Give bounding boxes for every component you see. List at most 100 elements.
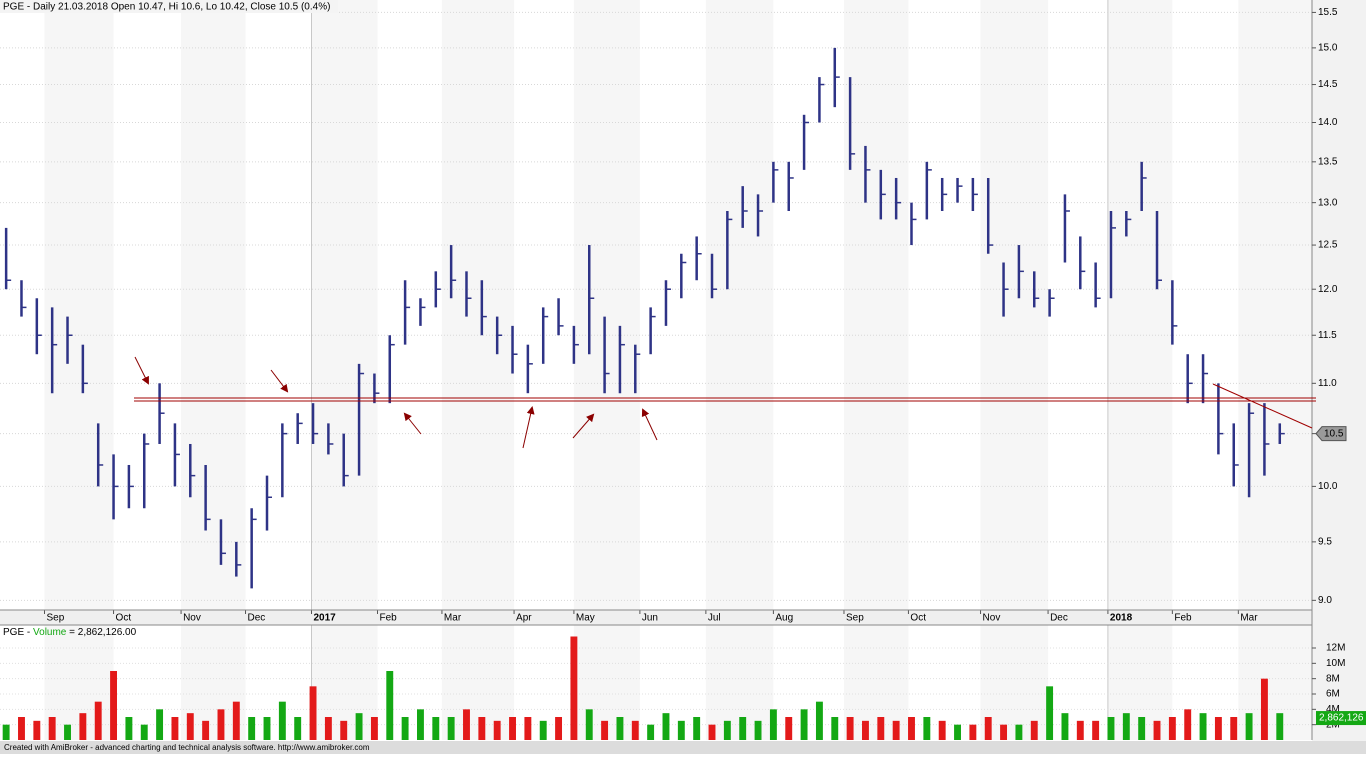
volume-bar	[294, 717, 302, 740]
title-bg	[0, 0, 338, 13]
volume-title-part: = 2,862,126.00	[66, 627, 136, 638]
volume-bar	[1276, 713, 1284, 740]
volume-bar	[340, 720, 348, 740]
volume-bar	[708, 724, 716, 740]
volume-bar	[1107, 717, 1115, 740]
volume-bar	[1168, 717, 1176, 740]
volume-bar	[769, 709, 777, 740]
y-tick-label: 14.5	[1318, 79, 1338, 90]
annotations	[134, 356, 1316, 449]
footer-bg	[0, 741, 1366, 754]
month-band	[44, 625, 114, 740]
volume-bar	[18, 717, 25, 740]
volume-bar	[1046, 686, 1054, 740]
y-tick-label: 9.5	[1318, 537, 1332, 548]
volume-bar	[1260, 678, 1268, 740]
volume-bar	[1092, 720, 1100, 740]
month-band	[573, 0, 640, 610]
volume-bar	[202, 720, 210, 740]
volume-bar	[156, 709, 164, 740]
x-tick-label: Nov	[983, 613, 1001, 624]
month-band	[44, 0, 114, 610]
volume-bar	[324, 717, 332, 740]
volume-bar	[1230, 717, 1238, 740]
plot-layer: Sep Oct Nov Dec 2017 Feb Mar Apr May Jun Jul Aug Sep…	[0, 0, 1366, 740]
volume-bar	[693, 717, 701, 740]
y-tick-label: 6M	[1326, 689, 1340, 700]
volume-title: PGE - Volume = 2,862,126.00	[3, 627, 137, 638]
volume-bar	[1138, 717, 1146, 740]
volume-bar	[846, 717, 854, 740]
volume-bar	[386, 671, 394, 740]
volume-bar	[1076, 720, 1084, 740]
volume-bar	[432, 717, 440, 740]
y-tick-label: 15.0	[1318, 43, 1338, 54]
volume-bar	[969, 724, 977, 740]
month-band	[181, 0, 246, 610]
x-tick-label: Jul	[708, 613, 721, 624]
x-tick-label: Feb	[1174, 613, 1192, 624]
volume-bar	[1000, 724, 1008, 740]
volume-bar	[110, 671, 118, 740]
x-tick-label: Apr	[516, 613, 532, 624]
arrow	[270, 369, 289, 393]
footer: Created with AmiBroker - advanced charti…	[4, 743, 370, 752]
volume-panel	[0, 625, 1312, 740]
volume-bar	[186, 713, 194, 740]
month-band	[1238, 0, 1312, 610]
month-band	[311, 0, 378, 610]
volume-bar	[631, 720, 639, 740]
chart-title: PGE - Daily 21.03.2018 Open 10.47, Hi 10…	[3, 2, 330, 13]
y-tick-label: 10M	[1326, 658, 1345, 669]
arrow	[403, 412, 422, 435]
volume-bar	[33, 720, 41, 740]
y-tick-label: 4M	[1326, 704, 1340, 715]
volume-title-part: Volume	[33, 627, 67, 638]
arrow	[522, 406, 535, 449]
x-tick-label: 2018	[1110, 613, 1133, 624]
x-tick-label: Sep	[846, 613, 864, 624]
y-tick-label: 13.5	[1318, 156, 1338, 167]
y-tick-label: 11.5	[1318, 330, 1337, 341]
volume-bar	[908, 717, 915, 740]
y-tick-label: 9.0	[1318, 595, 1332, 606]
volume-bar	[892, 720, 900, 740]
volume-bar	[171, 717, 179, 740]
volume-bar	[938, 720, 946, 740]
volume-bar	[417, 709, 424, 740]
volume-bar	[785, 717, 793, 740]
x-tick-label: May	[576, 613, 595, 624]
volume-bar	[739, 717, 747, 740]
y-tick-label: 12.0	[1318, 284, 1338, 295]
x-tick-label: Dec	[248, 613, 266, 624]
volume-bar	[862, 720, 869, 740]
volume-bar	[125, 717, 133, 740]
volume-bar	[1214, 717, 1222, 740]
volume-bar	[984, 717, 992, 740]
volume-bar	[401, 717, 409, 740]
y-tick-label: 11.0	[1318, 378, 1337, 389]
volume-bar	[677, 720, 685, 740]
last-price-label: 10.5	[1324, 428, 1344, 439]
volume-bar	[601, 720, 609, 740]
x-tick-label: Feb	[379, 613, 397, 624]
volume-bar	[64, 724, 71, 740]
right-axis-panel	[1312, 0, 1366, 741]
volume-bar	[1153, 720, 1161, 740]
volume-bar	[1061, 713, 1069, 740]
volume-bar	[800, 709, 808, 740]
volume-bar	[585, 709, 593, 740]
trend-line	[1212, 383, 1313, 429]
arrow	[134, 356, 149, 385]
last-volume-label: 2,862,126	[1319, 713, 1364, 724]
volume-title-part: PGE -	[3, 627, 33, 638]
y-tick-label: 12.5	[1318, 240, 1338, 251]
x-axis-band	[0, 610, 1312, 625]
volume-bar	[370, 717, 378, 740]
volume-bar	[877, 717, 885, 740]
volume-bar	[263, 717, 271, 740]
x-tick-label: Mar	[1240, 613, 1258, 624]
volume-bar	[447, 717, 455, 740]
x-tick-label: Oct	[910, 613, 926, 624]
